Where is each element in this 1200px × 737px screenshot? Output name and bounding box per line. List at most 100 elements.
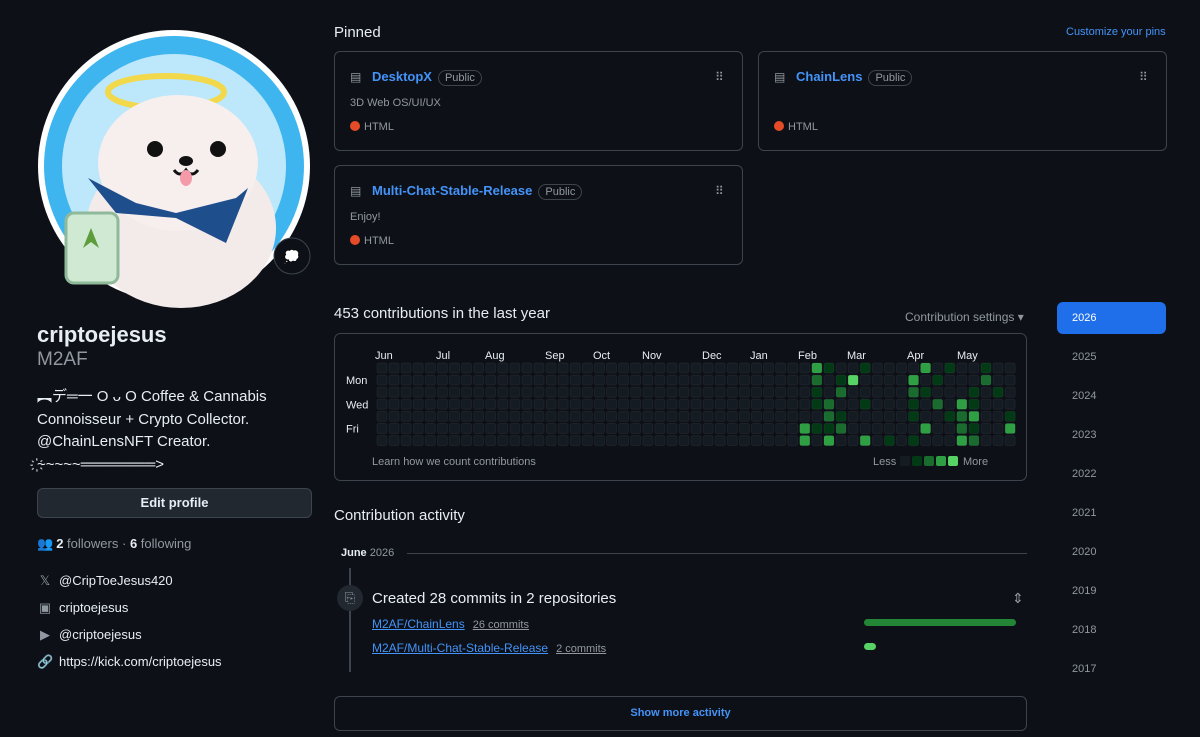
repo-name[interactable]: Multi-Chat-Stable-Release [372, 183, 533, 198]
contribution-cell [436, 410, 448, 422]
contribution-cell [521, 398, 533, 410]
social-link[interactable]: https://kick.com/criptoejesus [59, 654, 222, 669]
contribution-cell [980, 362, 992, 374]
show-more-button[interactable]: Show more activity [334, 696, 1027, 731]
contribution-cell [714, 386, 726, 398]
year-button[interactable]: 2018 [1072, 624, 1097, 636]
contribution-cell [980, 386, 992, 398]
contribution-cell [557, 386, 569, 398]
year-button[interactable]: 2025 [1072, 351, 1097, 363]
contribution-cell [690, 435, 702, 447]
contribution-cell [533, 398, 545, 410]
contribution-cell [847, 386, 859, 398]
contribution-cell [412, 374, 424, 386]
year-button[interactable]: 2021 [1072, 507, 1097, 519]
contribution-cell [654, 410, 666, 422]
commit-count[interactable]: 26 commits [472, 619, 529, 631]
customize-pins[interactable]: Customize your pins [1066, 26, 1166, 38]
contribution-cell [388, 374, 400, 386]
contribution-cell [497, 386, 509, 398]
contribution-cell [932, 435, 944, 447]
contribution-cell [509, 386, 521, 398]
activity-repo[interactable]: M2AF/Multi-Chat-Stable-Release [372, 641, 549, 655]
repo-badge: Public [868, 70, 913, 86]
contribution-cell [690, 362, 702, 374]
year-button[interactable]: 2024 [1072, 390, 1097, 402]
drag-handle: ⠿ [715, 70, 724, 84]
contribution-cell [775, 423, 787, 434]
contribution-cell [485, 362, 497, 374]
contribution-cell [473, 374, 485, 386]
repo-language: HTML [350, 235, 394, 247]
month-label: Jul [436, 350, 450, 362]
contribution-cell [980, 398, 992, 410]
year-button[interactable]: 2022 [1072, 468, 1097, 480]
contribution-cell [618, 398, 630, 410]
followers-label[interactable]: followers [67, 536, 119, 551]
contribution-cell [920, 374, 932, 386]
contribution-cell [775, 398, 787, 410]
contribution-cell [473, 362, 485, 374]
contribution-cell [859, 362, 871, 374]
contribution-cell [424, 423, 436, 434]
contribution-cell [630, 362, 642, 374]
contribution-cell [763, 435, 775, 447]
contribution-cell [738, 386, 750, 398]
contribution-cell [726, 398, 738, 410]
contribution-cell [618, 362, 630, 374]
year-button[interactable]: 2026 [1057, 302, 1166, 334]
followers-count[interactable]: 2 [56, 536, 64, 551]
contribution-cell [702, 386, 714, 398]
collapse-icon[interactable]: ⇕ [1012, 590, 1024, 606]
contribution-cell [859, 423, 871, 434]
contribution-cell [787, 374, 799, 386]
contribution-cell [678, 423, 690, 434]
contribution-cell [702, 362, 714, 374]
language-dot [350, 235, 360, 245]
year-button[interactable]: 2020 [1072, 546, 1097, 558]
contribution-settings-label[interactable]: Contribution settings [905, 310, 1015, 324]
activity-repo-row: M2AF/Multi-Chat-Stable-Release 2 commits [372, 641, 606, 655]
following-label[interactable]: following [140, 536, 192, 551]
activity-repo[interactable]: M2AF/ChainLens [372, 617, 465, 631]
social-link[interactable]: criptoejesus [59, 600, 129, 615]
contribution-cell [521, 362, 533, 374]
contribution-cell [666, 410, 678, 422]
contribution-cell [883, 374, 895, 386]
year-button[interactable]: 2019 [1072, 585, 1097, 597]
year-button[interactable]: 2023 [1072, 429, 1097, 441]
edit-profile-button[interactable]: Edit profile [37, 488, 312, 518]
contribution-cell [666, 374, 678, 386]
contribution-cell [980, 374, 992, 386]
contribution-cell [702, 435, 714, 447]
contribution-cell [799, 398, 811, 410]
contribution-cell [823, 362, 835, 374]
year-button[interactable]: 2017 [1072, 663, 1097, 675]
contribution-cell [750, 423, 762, 434]
contribution-cell [509, 398, 521, 410]
contribution-cell [956, 374, 968, 386]
contribution-cell [750, 374, 762, 386]
repo-name[interactable]: ChainLens [796, 69, 863, 84]
following-count[interactable]: 6 [129, 536, 138, 551]
social-link[interactable]: @CripToeJesus420 [59, 573, 173, 588]
contribution-cell [714, 435, 726, 447]
language-name: HTML [364, 121, 394, 133]
year: 2026 [369, 547, 395, 559]
contribution-cell [448, 362, 460, 374]
contribution-cell [932, 423, 944, 434]
contribution-cell [436, 423, 448, 434]
contribution-cell [666, 386, 678, 398]
contribution-cell [557, 410, 569, 422]
commit-count[interactable]: 2 commits [556, 643, 607, 655]
contribution-cell [920, 398, 932, 410]
contribution-cell [569, 374, 581, 386]
contribution-cell [376, 423, 388, 434]
social-link[interactable]: @criptoejesus [59, 627, 142, 642]
contribution-cell [799, 410, 811, 422]
contribution-settings[interactable]: Contribution settings ▾ [905, 310, 1024, 324]
repo-name[interactable]: DesktopX [372, 69, 432, 84]
contribution-cell [738, 374, 750, 386]
contribution-cell [992, 386, 1004, 398]
contribution-cell [412, 423, 424, 434]
